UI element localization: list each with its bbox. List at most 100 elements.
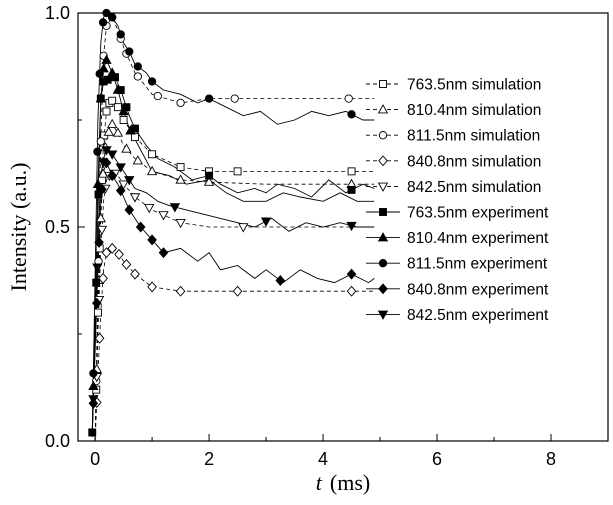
data-point-810-4nm-simulation-12	[203, 176, 215, 186]
data-point-840-8nm-simulation-6	[121, 258, 132, 270]
series-line-763-5nm-simulation	[94, 100, 375, 442]
data-point-840-8nm-simulation-10	[232, 285, 243, 297]
data-point-842-5nm-experiment-3	[97, 158, 109, 168]
x-tick-label: 6	[432, 449, 442, 469]
data-point-840-8nm-experiment-11	[275, 275, 286, 286]
data-point-810-4nm-simulation-11	[175, 174, 186, 184]
data-point-811-5nm-simulation-10	[176, 98, 185, 108]
data-point-840-8nm-experiment-10	[158, 247, 169, 259]
data-point-811-5nm-experiment-6	[116, 30, 125, 39]
data-point-811-5nm-experiment-8	[133, 62, 142, 71]
data-point-811-5nm-simulation-8	[133, 72, 142, 81]
legend-marker-840-8nm-experiment	[378, 283, 388, 295]
legend-marker-842-5nm-experiment	[377, 310, 389, 320]
x-tick-label: 0	[90, 449, 100, 469]
data-point-811-5nm-experiment-1	[93, 147, 102, 156]
data-point-842-5nm-simulation-6	[118, 180, 129, 190]
data-point-763-5nm-experiment-5	[103, 75, 112, 84]
series-line-810-4nm-simulation	[94, 123, 375, 442]
data-point-840-8nm-experiment-2	[94, 236, 104, 248]
legend-marker-810-4nm-simulation	[377, 104, 389, 114]
data-point-840-8nm-simulation-3	[101, 247, 112, 259]
series-line-842-5nm-experiment	[91, 149, 375, 437]
data-point-810-4nm-simulation-8	[121, 143, 132, 153]
y-tick-label: 0.0	[45, 431, 70, 451]
y-tick-label: 0.5	[45, 217, 70, 237]
data-point-840-8nm-simulation-11	[346, 285, 357, 297]
data-point-810-4nm-experiment-6	[112, 84, 124, 94]
data-point-842-5nm-experiment-5	[107, 150, 118, 160]
series-line-810-4nm-experiment	[91, 58, 375, 437]
legend-marker-842-5nm-simulation	[377, 182, 389, 192]
data-point-811-5nm-simulation-12	[344, 94, 353, 103]
data-point-840-8nm-simulation-8	[147, 281, 157, 293]
legend-marker-811-5nm-experiment	[378, 259, 388, 268]
data-point-810-4nm-simulation-10	[146, 165, 158, 176]
data-point-842-5nm-experiment-0	[88, 395, 99, 405]
x-axis-variable: t	[316, 470, 323, 495]
data-point-840-8nm-experiment-12	[346, 268, 357, 280]
data-point-842-5nm-simulation-8	[144, 203, 155, 214]
data-point-763-5nm-simulation-12	[176, 163, 185, 172]
x-tick-label: 4	[318, 449, 328, 469]
data-point-763-5nm-simulation-14	[233, 167, 242, 176]
legend-marker-810-4nm-experiment	[377, 232, 389, 242]
series-line-811-5nm-simulation	[94, 16, 375, 442]
data-point-842-5nm-experiment-6	[115, 163, 126, 173]
data-point-842-5nm-simulation-10	[175, 218, 186, 229]
data-point-842-5nm-experiment-7	[124, 176, 135, 186]
data-point-811-5nm-simulation-11	[230, 94, 239, 103]
x-axis-unit: (ms)	[330, 470, 370, 495]
data-point-811-5nm-simulation-9	[153, 91, 162, 101]
data-point-811-5nm-experiment-10	[204, 94, 214, 103]
data-point-810-4nm-simulation-5	[103, 126, 114, 136]
data-point-840-8nm-experiment-6	[115, 185, 126, 197]
legend-marker-763-5nm-experiment	[379, 208, 387, 216]
y-tick-label: 1.0	[45, 3, 70, 23]
data-point-811-5nm-experiment-2	[95, 69, 104, 78]
data-point-842-5nm-simulation-2	[96, 225, 108, 236]
legend-label-842-5nm-experiment: 842.5nm experiment	[407, 307, 549, 324]
series-line-840-8nm-simulation	[94, 247, 375, 442]
legend: 763.5nm simulation 810.4nm simulation 811.…	[366, 77, 549, 324]
data-point-811-5nm-experiment-5	[108, 13, 117, 22]
data-point-763-5nm-experiment-1	[92, 278, 101, 287]
legend-label-840-8nm-experiment: 840.8nm experiment	[407, 281, 549, 298]
data-point-840-8nm-experiment-7	[124, 204, 135, 216]
data-point-763-5nm-experiment-11	[347, 185, 356, 194]
data-point-810-4nm-experiment-3	[98, 63, 109, 73]
legend-label-763-5nm-experiment: 763.5nm experiment	[407, 205, 549, 222]
data-point-811-5nm-experiment-0	[89, 369, 98, 378]
data-point-763-5nm-simulation-11	[148, 150, 157, 159]
data-point-840-8nm-simulation-4	[107, 242, 117, 254]
data-point-811-5nm-experiment-7	[125, 47, 134, 56]
data-point-840-8nm-simulation-1	[94, 332, 105, 344]
legend-marker-763-5nm-simulation	[379, 80, 387, 88]
data-point-842-5nm-experiment-1	[92, 263, 103, 273]
data-point-763-5nm-simulation-9	[119, 116, 128, 124]
data-point-810-4nm-experiment-0	[88, 380, 99, 390]
y-axis-label: Intensity (a.u.)	[6, 163, 31, 292]
data-point-810-4nm-experiment-5	[107, 67, 118, 77]
data-point-842-5nm-experiment-8	[169, 203, 181, 213]
data-point-810-4nm-simulation-2	[95, 212, 106, 223]
data-point-842-5nm-experiment-10	[346, 221, 357, 232]
data-point-763-5nm-experiment-10	[205, 171, 214, 180]
data-point-763-5nm-simulation-8	[113, 103, 122, 112]
data-point-811-5nm-experiment-3	[98, 18, 108, 27]
data-point-763-5nm-simulation-7	[108, 96, 117, 105]
legend-label-840-8nm-simulation: 840.8nm simulation	[407, 153, 541, 170]
legend-label-842-5nm-simulation: 842.5nm simulation	[407, 179, 541, 196]
data-point-763-5nm-simulation-1	[93, 308, 102, 317]
legend-label-811-5nm-experiment: 811.5nm experiment	[407, 256, 548, 273]
series-markers	[88, 8, 357, 437]
data-point-842-5nm-simulation-11	[238, 223, 249, 233]
data-point-810-4nm-simulation-6	[107, 118, 118, 129]
data-point-810-4nm-experiment-8	[125, 125, 136, 135]
data-point-840-8nm-experiment-9	[147, 234, 157, 246]
legend-label-810-4nm-simulation: 810.4nm simulation	[407, 102, 541, 119]
x-axis-label: t (ms)	[316, 470, 370, 495]
data-point-840-8nm-experiment-1	[92, 297, 102, 309]
axis-ticks: 0 2 4 6 8 0.0 0.5 1.0	[45, 3, 609, 469]
data-point-840-8nm-experiment-8	[135, 221, 146, 233]
